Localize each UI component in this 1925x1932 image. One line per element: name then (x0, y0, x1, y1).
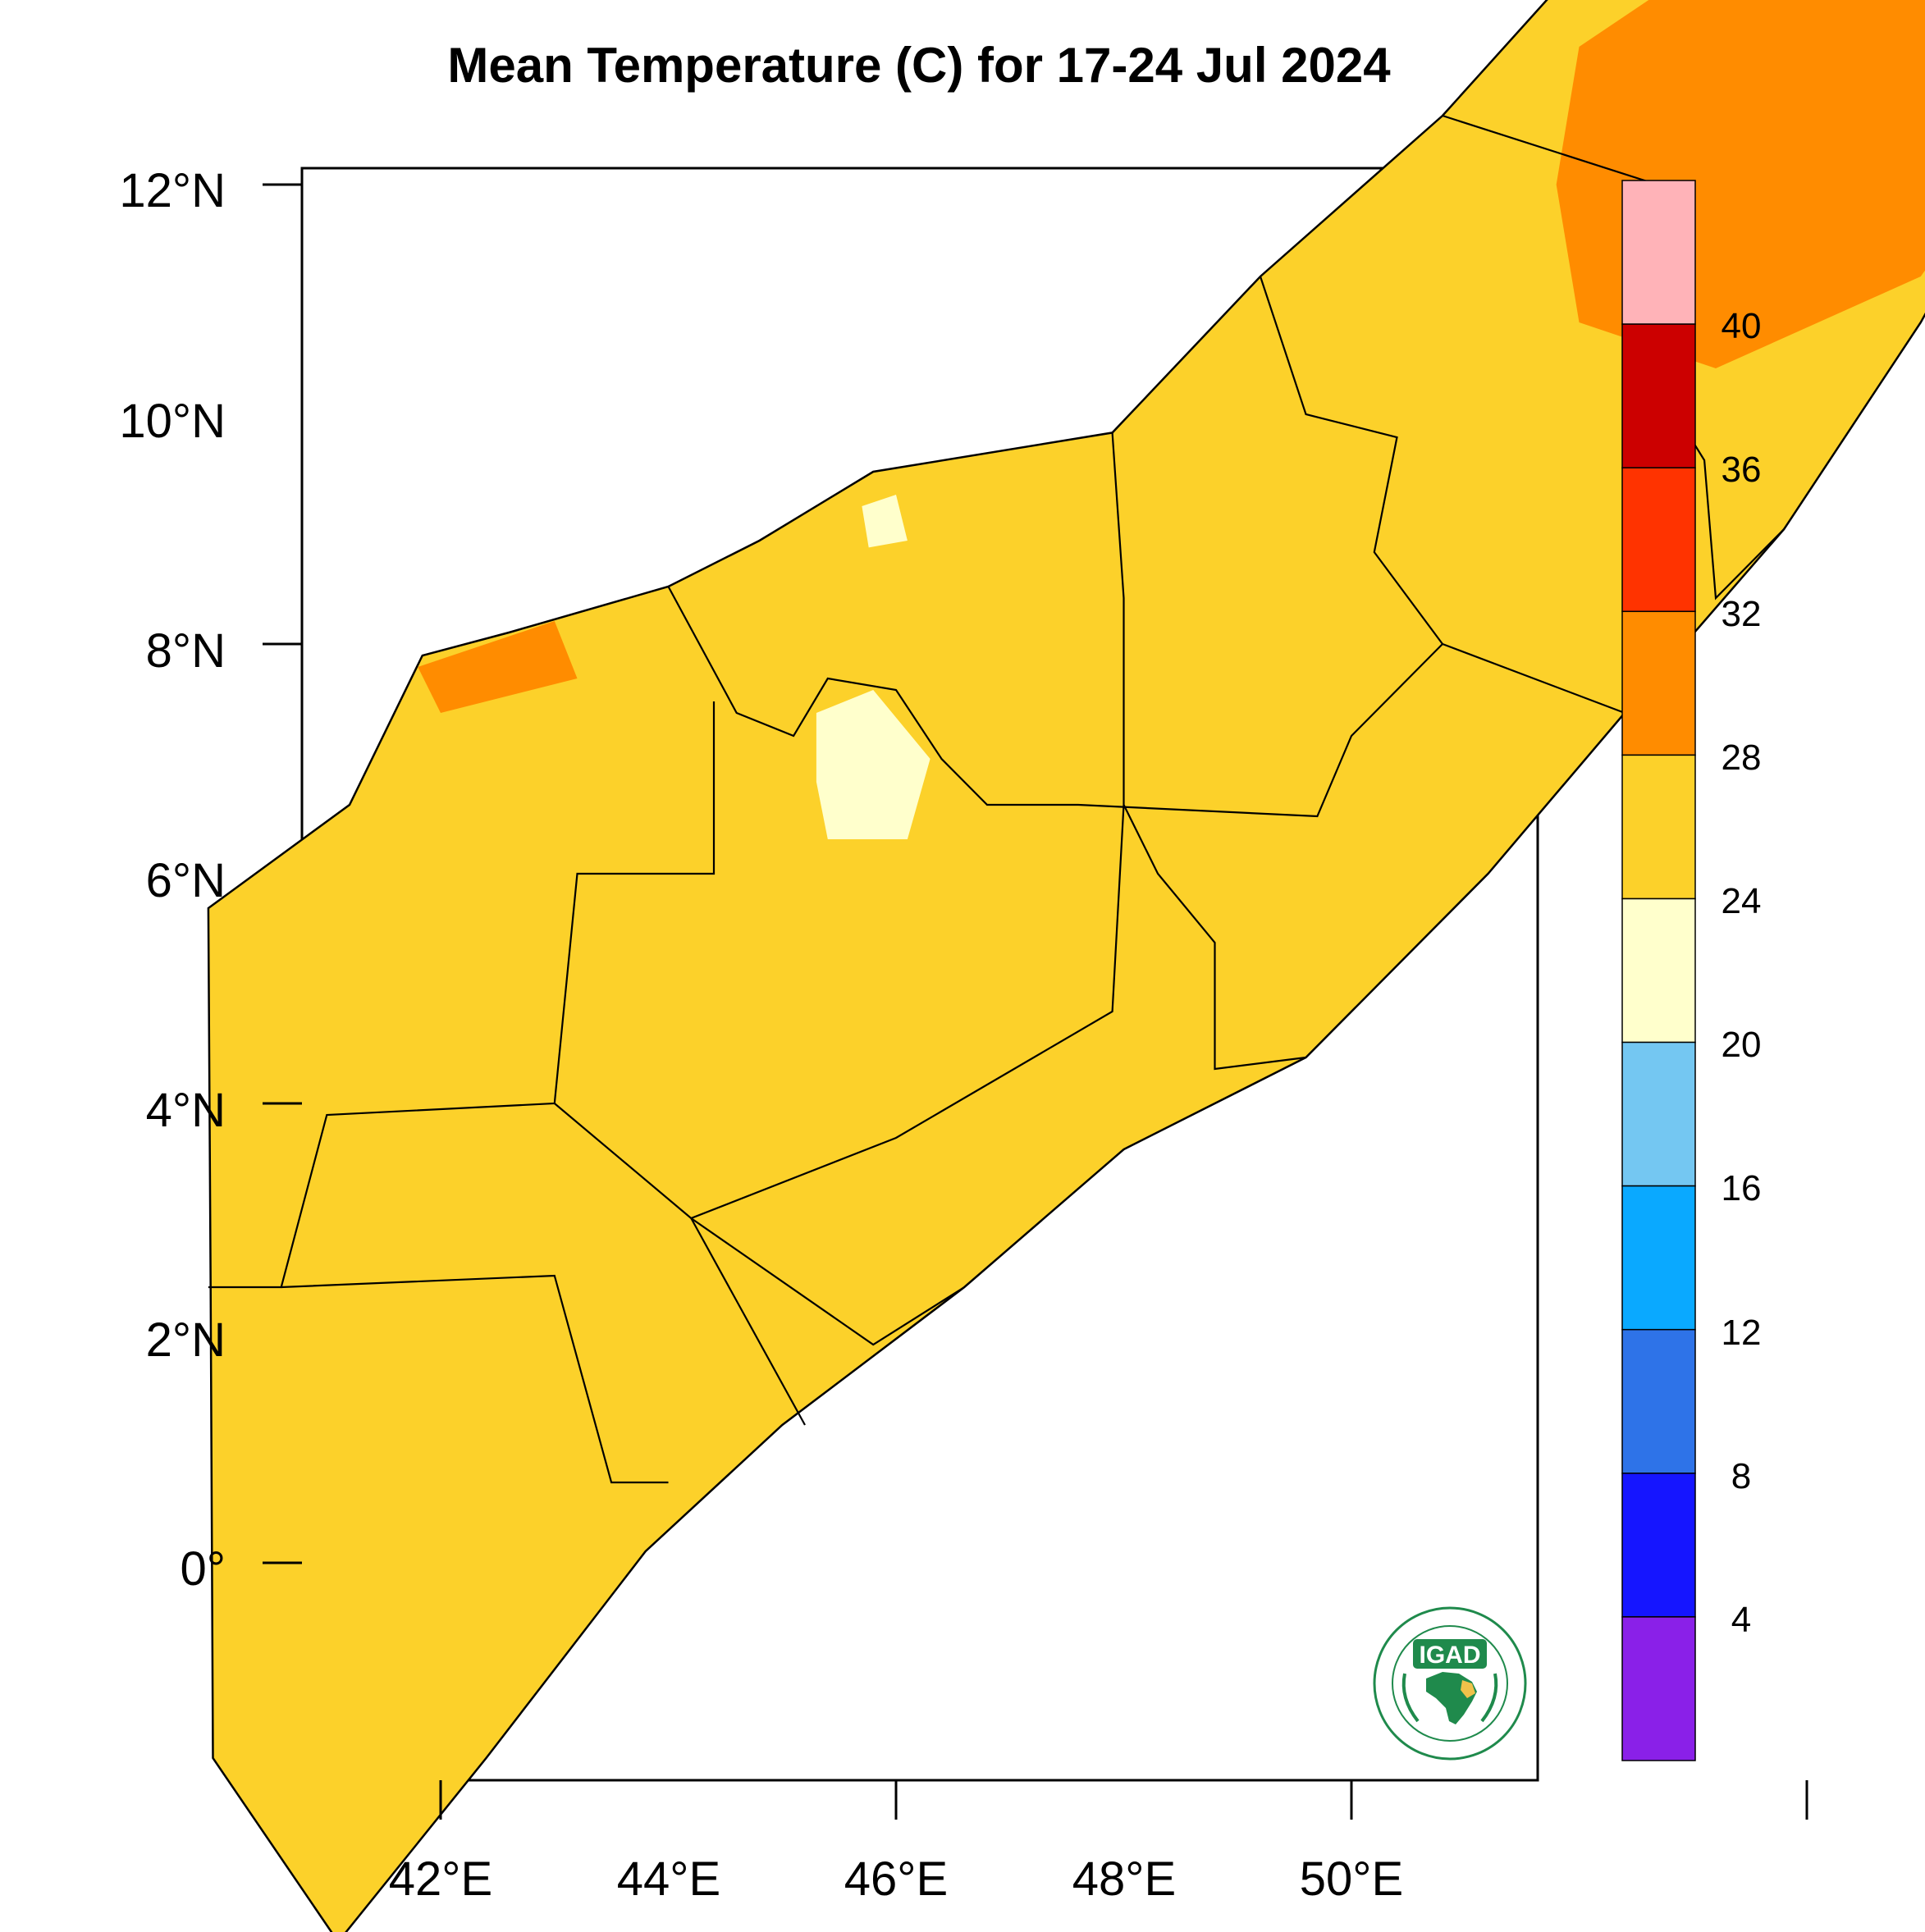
colorbar-label-24: 24 (1722, 881, 1762, 921)
colorbar-box-1 (1621, 180, 1696, 325)
colorbar-label-20: 20 (1722, 1025, 1762, 1065)
laurel-left-icon (1401, 1673, 1420, 1723)
axis-ticks (263, 183, 1808, 1820)
x-tick-50e: 50°E (1300, 1852, 1403, 1906)
colorbar-label-40: 40 (1722, 306, 1762, 346)
colorbar-box-7 (1621, 1041, 1696, 1187)
colorbar-label-8: 8 (1731, 1456, 1751, 1496)
x-tick-44e: 44°E (617, 1852, 720, 1906)
chart-title: Mean Temperature (C) for 17-24 Jul 2024 (447, 38, 1391, 93)
admin-boundary-15 (281, 1274, 669, 1484)
admin-boundary-11 (1111, 432, 1306, 1071)
colorbar-label-12: 12 (1722, 1313, 1762, 1353)
admin-boundary-14 (554, 1103, 965, 1346)
colorbar-label-16: 16 (1722, 1168, 1762, 1208)
y-tick-8n: 8°N (146, 624, 226, 678)
admin-boundary-12 (689, 804, 1125, 1426)
band-20-24-south-dot (862, 495, 908, 548)
colorbar-label-36: 36 (1722, 450, 1762, 490)
admin-boundary-10 (667, 586, 1443, 818)
colorbar-box-6 (1621, 897, 1696, 1044)
colorbar-box-4 (1621, 610, 1696, 756)
laurel-right-icon (1480, 1673, 1498, 1723)
colorbar-label-28: 28 (1722, 738, 1762, 778)
y-tick-0: 0° (181, 1542, 226, 1596)
y-tick-12n: 12°N (119, 164, 226, 217)
igad-region-highlight (1461, 1680, 1475, 1698)
igad-logo: IGAD (1373, 1606, 1527, 1761)
x-tick-48e: 48°E (1072, 1852, 1176, 1906)
colorbar-box-8 (1621, 1185, 1696, 1331)
colorbar-label-32: 32 (1722, 594, 1762, 634)
y-tick-4n: 4°N (146, 1084, 226, 1137)
colorbar-box-3 (1621, 467, 1696, 613)
colorbar-label-4: 4 (1731, 1600, 1751, 1640)
band-24-28 (208, 0, 1925, 1932)
band-28-32-southwest (418, 621, 578, 713)
logo-name: IGAD (1420, 1642, 1481, 1669)
band-20-24-south-spot (816, 690, 930, 839)
colorbar-box-2 (1621, 323, 1696, 468)
colorbar-box-5 (1621, 754, 1696, 900)
y-tick-10n: 10°N (119, 395, 226, 448)
country-outline (207, 0, 1925, 1932)
x-tick-42e: 42°E (389, 1852, 492, 1906)
admin-boundary-9 (1259, 276, 1626, 715)
y-tick-2n: 2°N (146, 1313, 226, 1367)
colorbar-box-9 (1621, 1328, 1696, 1474)
y-tick-6n: 6°N (146, 854, 226, 907)
colorbar-box-10 (1621, 1473, 1696, 1618)
colorbar-box-11 (1621, 1616, 1696, 1761)
colorbar (1621, 180, 1696, 1761)
x-tick-46e: 46°E (844, 1852, 948, 1906)
